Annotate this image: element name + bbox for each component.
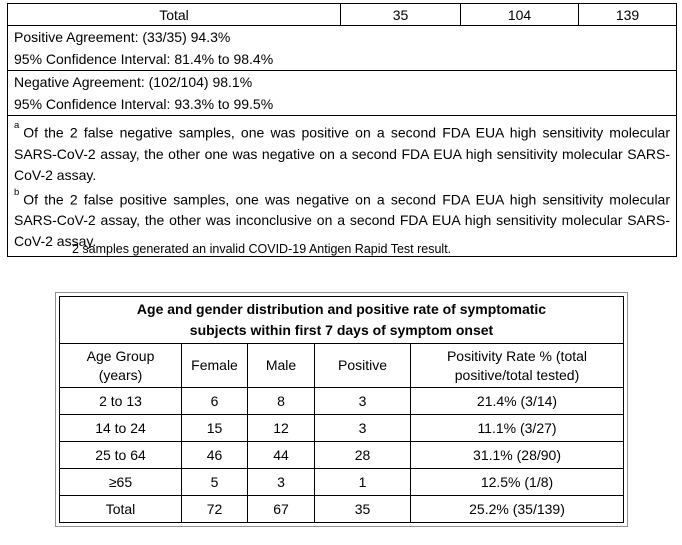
- header-age-group: Age Group (years): [59, 343, 182, 388]
- total-positive-count-cell: 35: [340, 3, 461, 26]
- positivity-rate-cell: 11.1% (3/27): [409, 414, 625, 442]
- positive-agreement-ci: 95% Confidence Interval: 81.4% to 98.4%: [14, 51, 274, 67]
- total-negative-count-cell: 104: [460, 3, 579, 26]
- total-row: Total 72 67 35 25.2% (35/139): [59, 495, 625, 523]
- age-group-cell: Total: [59, 495, 182, 523]
- negative-agreement-cell: Negative Agreement: (102/104) 98.1% 95% …: [7, 70, 677, 116]
- positive-cell: 35: [314, 495, 411, 523]
- male-cell: 44: [247, 441, 315, 469]
- positivity-rate-cell: 31.1% (28/90): [409, 441, 625, 469]
- positive-agreement-value: Positive Agreement: (33/35) 94.3%: [14, 29, 231, 45]
- positive-cell: 1: [314, 468, 411, 496]
- positive-cell: 3: [314, 414, 411, 442]
- age-table-title-cell: Age and gender distribution and positive…: [58, 296, 625, 344]
- male-cell: 3: [247, 468, 315, 496]
- header-female: Female: [181, 343, 248, 388]
- footnote-b-marker: b: [14, 186, 20, 198]
- age-table-title-line2: subjects within first 7 days of symptom …: [189, 322, 494, 338]
- negative-agreement-row: Negative Agreement: (102/104) 98.1% 95% …: [7, 70, 677, 116]
- age-group-cell: 14 to 24: [59, 414, 182, 442]
- age-table-title-line1: Age and gender distribution and positive…: [136, 301, 547, 317]
- age-group-cell: 2 to 13: [59, 387, 182, 415]
- female-cell: 6: [181, 387, 248, 415]
- positive-cell: 3: [314, 387, 411, 415]
- table-row: 2 to 13 6 8 3 21.4% (3/14): [59, 387, 625, 415]
- invalid-result-note: 2 samples generated an invalid COVID-19 …: [72, 242, 452, 256]
- footnote-a-marker: a: [14, 120, 20, 131]
- footnote-b-text: Of the 2 false positive samples, one was…: [14, 191, 670, 250]
- female-cell: 46: [181, 441, 248, 469]
- age-group-cell: 25 to 64: [59, 441, 182, 469]
- male-cell: 8: [247, 387, 315, 415]
- negative-agreement-value: Negative Agreement: (102/104) 98.1%: [14, 74, 253, 90]
- header-positivity-rate: Positivity Rate % (total positive/total …: [409, 343, 625, 388]
- positive-agreement-cell: Positive Agreement: (33/35) 94.3% 95% Co…: [7, 25, 677, 71]
- total-overall-count-cell: 139: [578, 3, 677, 26]
- age-table-outline: Age and gender distribution and positive…: [55, 292, 629, 527]
- male-cell: 67: [247, 495, 315, 523]
- age-gender-table: Age and gender distribution and positive…: [58, 296, 625, 523]
- male-cell: 12: [247, 414, 315, 442]
- footnote-b: b Of the 2 false positive samples, one wa…: [14, 186, 670, 253]
- footnote-a-text: Of the 2 false negative samples, one was…: [14, 124, 670, 183]
- age-group-cell: ≥65: [59, 468, 182, 496]
- female-cell: 15: [181, 414, 248, 442]
- agreement-table: Total 35 104 139 Positive Agreement: (33…: [7, 3, 677, 258]
- positivity-rate-cell: 21.4% (3/14): [409, 387, 625, 415]
- positivity-rate-cell: 25.2% (35/139): [409, 495, 625, 523]
- table-row: ≥65 5 3 1 12.5% (1/8): [59, 468, 625, 496]
- positivity-rate-cell: 12.5% (1/8): [409, 468, 625, 496]
- total-label-cell: Total: [7, 3, 341, 26]
- positive-cell: 28: [314, 441, 411, 469]
- header-male: Male: [247, 343, 315, 388]
- footnotes-row: a Of the 2 false negative samples, one wa…: [7, 114, 677, 258]
- total-row: Total 35 104 139: [7, 3, 677, 26]
- header-positive: Positive: [314, 343, 411, 388]
- footnotes-cell: a Of the 2 false negative samples, one wa…: [7, 114, 677, 258]
- female-cell: 5: [181, 468, 248, 496]
- table-row: 14 to 24 15 12 3 11.1% (3/27): [59, 414, 625, 442]
- age-table-header-row: Age Group (years) Female Male Positive P…: [59, 343, 625, 388]
- age-table-title-row: Age and gender distribution and positive…: [58, 296, 625, 344]
- negative-agreement-ci: 95% Confidence Interval: 93.3% to 99.5%: [14, 96, 274, 112]
- female-cell: 72: [181, 495, 248, 523]
- positive-agreement-row: Positive Agreement: (33/35) 94.3% 95% Co…: [7, 25, 677, 71]
- table-row: 25 to 64 46 44 28 31.1% (28/90): [59, 441, 625, 469]
- footnote-a: a Of the 2 false negative samples, one wa…: [14, 119, 670, 186]
